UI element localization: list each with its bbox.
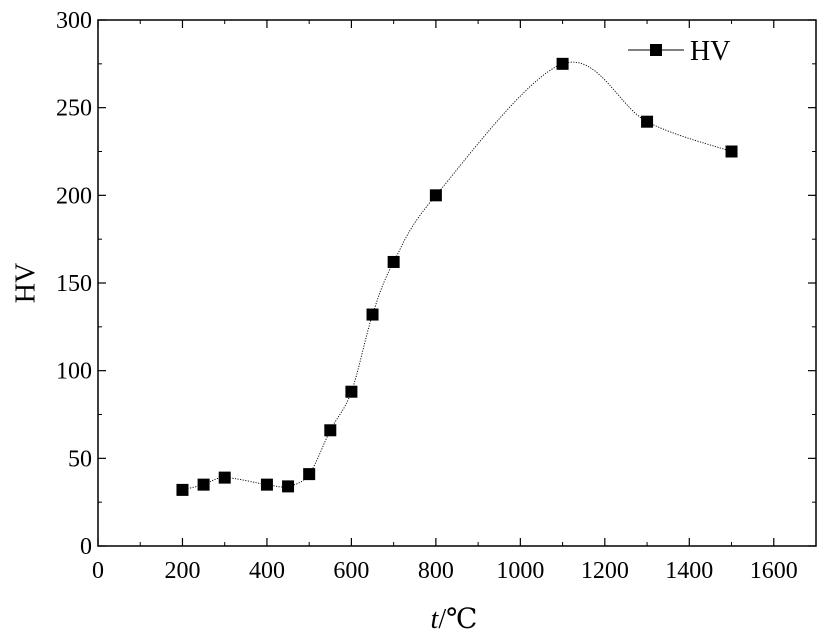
data-point-250 xyxy=(197,478,210,491)
data-point-1500 xyxy=(725,145,738,158)
legend-marker-square xyxy=(650,44,662,56)
data-point-1100 xyxy=(556,57,569,70)
x-axis-label-unit: /℃ xyxy=(438,604,477,634)
x-tick-label: 200 xyxy=(164,558,200,584)
x-tick-label: 1000 xyxy=(496,558,544,584)
x-tick-label: 1200 xyxy=(581,558,629,584)
y-axis-tick-labels: 0 50 100 150 200 250 300 xyxy=(56,8,92,560)
data-point-550 xyxy=(324,424,337,437)
x-tick-label: 1600 xyxy=(750,558,798,584)
y-tick-label: 150 xyxy=(56,271,92,297)
data-point-650 xyxy=(366,308,379,321)
data-point-800 xyxy=(429,189,442,202)
y-axis-ticks xyxy=(98,19,816,547)
data-point-300 xyxy=(218,471,231,484)
y-tick-label: 0 xyxy=(80,534,92,560)
data-point-200 xyxy=(176,483,189,496)
data-point-400 xyxy=(260,478,273,491)
y-tick-label: 200 xyxy=(56,183,92,209)
legend: HV xyxy=(628,36,730,67)
data-point-500 xyxy=(303,468,316,481)
x-tick-label: 600 xyxy=(333,558,369,584)
data-point-600 xyxy=(345,385,358,398)
series-line-hv xyxy=(182,61,732,491)
plot-frame xyxy=(97,19,817,547)
y-tick-label: 50 xyxy=(68,446,92,472)
data-point-450 xyxy=(282,480,295,493)
y-axis-label: HV xyxy=(10,263,41,303)
y-tick-label: 300 xyxy=(56,8,92,34)
y-tick-label: 250 xyxy=(56,96,92,122)
x-axis-ticks xyxy=(97,20,775,546)
x-axis-tick-labels: 0 200 400 600 800 1000 1200 1400 1600 xyxy=(92,558,798,584)
y-tick-label: 100 xyxy=(56,359,92,385)
x-tick-label: 800 xyxy=(418,558,454,584)
series-markers-hv xyxy=(176,57,738,496)
x-axis-label-variable: t xyxy=(431,604,440,634)
data-point-700 xyxy=(387,255,400,268)
x-tick-label: 1400 xyxy=(665,558,713,584)
plot-area-border xyxy=(97,19,817,547)
x-axis-label: t/℃ xyxy=(431,604,478,634)
legend-label: HV xyxy=(690,36,730,67)
x-tick-label: 400 xyxy=(249,558,285,584)
x-tick-label: 0 xyxy=(92,558,104,584)
data-point-1300 xyxy=(641,115,654,128)
